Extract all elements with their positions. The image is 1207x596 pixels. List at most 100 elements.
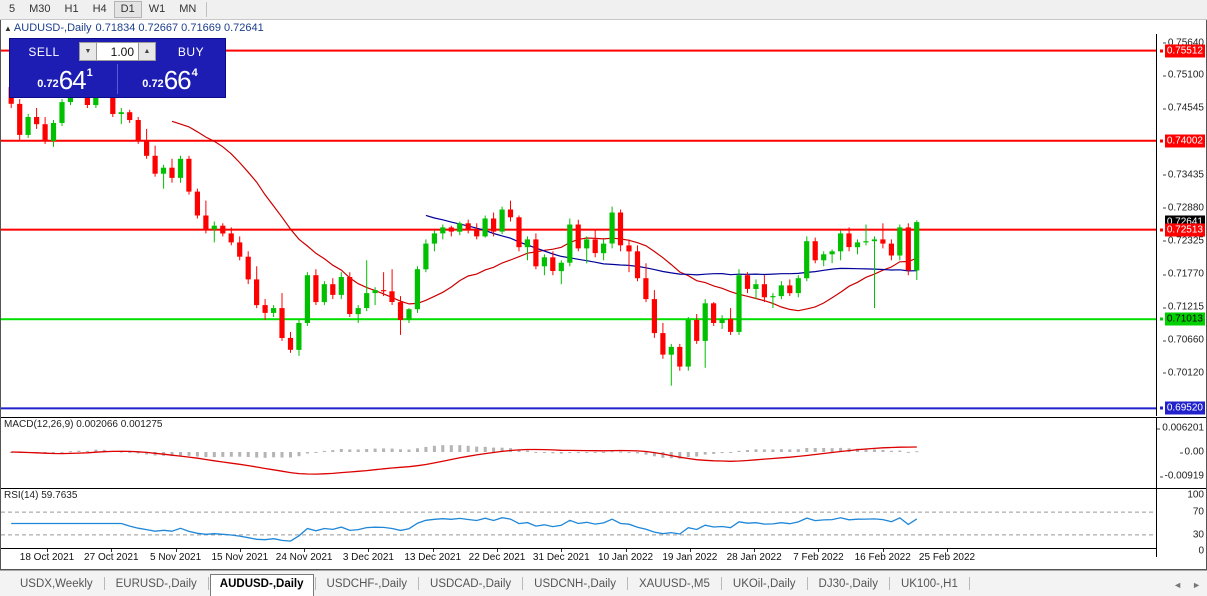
rsi-tick: 30 — [1192, 529, 1204, 541]
chart-tab-xauusd--m5[interactable]: XAUUSD-,M5 — [638, 578, 710, 590]
price-level-tag[interactable]: 0.74002 — [1158, 134, 1205, 148]
level-handle-icon[interactable] — [1158, 405, 1164, 411]
time-tick — [689, 549, 691, 552]
chart-tab-usdx-weekly[interactable]: USDX,Weekly — [20, 578, 93, 590]
price-level-tag[interactable]: 0.69520 — [1158, 401, 1205, 415]
time-label: 24 Nov 2021 — [275, 552, 333, 563]
time-tick — [304, 549, 306, 552]
chart-panes: 0.75640 0.75100 0.74545 0.73435 0.72880 0.723… — [1, 34, 1206, 557]
time-label: 15 Nov 2021 — [211, 552, 269, 563]
price-level-tag[interactable]: 0.72513 — [1158, 223, 1205, 237]
time-label: 5 Nov 2021 — [149, 552, 202, 563]
timeframe-5[interactable]: 5 — [9, 3, 16, 15]
chart-tab-ukoil--daily[interactable]: UKOil-,Daily — [732, 578, 796, 590]
volume-input[interactable]: 1.00 — [97, 42, 138, 61]
time-tick — [818, 549, 820, 552]
buy-button[interactable]: BUY — [177, 44, 205, 59]
chart-tab-usdchf--daily[interactable]: USDCHF-,Daily — [326, 578, 408, 590]
timeframe-H1[interactable]: H1 — [64, 3, 79, 15]
bid-price[interactable]: 0.72 64 1 — [13, 64, 118, 94]
tab-prev-icon[interactable]: ◄ — [1173, 580, 1183, 590]
one-click-trade-panel: SELL ▼ 1.00 ▲ BUY 0.72 64 1 0.72 66 4 — [9, 38, 226, 98]
collapse-icon[interactable]: ▲ — [4, 23, 12, 33]
time-tick — [754, 549, 756, 552]
time-label: 18 Oct 2021 — [19, 552, 75, 563]
time-tick — [497, 549, 498, 552]
ask-price-prefix: 0.72 — [142, 78, 164, 90]
macd-pane[interactable]: MACD(12,26,9) 0.002066 0.001275 — [1, 417, 1157, 488]
chart-title: ▲ AUDUSD-,Daily 0.71834 0.72667 0.71669 0.… — [4, 22, 264, 34]
rsi-axis: 100 70 30 0 — [1156, 488, 1206, 557]
time-tick — [239, 549, 241, 552]
time-label: 22 Dec 2021 — [468, 552, 526, 563]
tab-divider — [314, 577, 316, 590]
time-label: 28 Jan 2022 — [726, 552, 782, 563]
level-handle-icon[interactable] — [1158, 227, 1164, 233]
time-label: 25 Feb 2022 — [918, 552, 976, 563]
time-tick — [175, 549, 177, 552]
timeframe-H4[interactable]: H4 — [92, 3, 107, 15]
bid-price-main: 64 — [58, 65, 87, 95]
price-level-tag[interactable]: 0.71013 — [1158, 312, 1205, 326]
chart-tab-uk100--h1[interactable]: UK100-,H1 — [900, 578, 958, 590]
macd-tick: 0.006201 — [1157, 422, 1204, 434]
tab-divider — [968, 577, 970, 590]
timeframe-toolbar: 5 M30 H1 H4 D1 W1 MN — [0, 0, 1207, 20]
level-handle-icon[interactable] — [1158, 316, 1164, 322]
price-tick: 0.73435 — [1162, 169, 1204, 181]
tab-divider — [207, 577, 209, 590]
time-label: 7 Feb 2022 — [793, 552, 844, 563]
macd-axis: 0.006201 0.00 -0.00919 — [1156, 417, 1206, 488]
rsi-tick: 70 — [1192, 506, 1204, 518]
chart-tab-dj30--daily[interactable]: DJ30-,Daily — [818, 578, 878, 590]
price-tick: 0.72325 — [1162, 235, 1204, 247]
chart-tab-usdcad--daily[interactable]: USDCAD-,Daily — [430, 578, 512, 590]
tab-divider — [103, 577, 105, 590]
chart-tab-bar: USDX,Weekly EURUSD-,Daily AUDUSD-,Daily USD… — [0, 570, 1207, 596]
sell-button[interactable]: SELL — [28, 44, 60, 59]
price-tick: 0.70660 — [1162, 334, 1204, 346]
timeframe-W1[interactable]: W1 — [148, 3, 166, 15]
price-tick: 0.71770 — [1162, 268, 1204, 280]
volume-decrement-icon[interactable]: ▼ — [79, 42, 97, 61]
chart-tab-usdcnh--daily[interactable]: USDCNH-,Daily — [534, 578, 616, 590]
time-label: 10 Jan 2022 — [598, 552, 654, 563]
chart-tab-audusd--daily[interactable]: AUDUSD-,Daily — [209, 574, 314, 596]
rsi-pane[interactable]: RSI(14) 59.7635 — [1, 488, 1157, 557]
rsi-tick: 0 — [1198, 545, 1204, 557]
oct-price-row: 0.72 64 1 0.72 66 4 — [10, 64, 225, 97]
tab-nav: ◄ ► — [1173, 580, 1201, 590]
chart-ohlc-values: 0.71834 0.72667 0.71669 0.72641 — [95, 22, 264, 34]
time-label: 19 Jan 2022 — [662, 552, 718, 563]
ask-price[interactable]: 0.72 66 4 — [118, 64, 222, 94]
bid-price-fraction: 1 — [86, 67, 93, 79]
time-tick — [47, 549, 48, 552]
time-tick — [947, 549, 948, 552]
time-tick — [561, 549, 563, 552]
price-axis[interactable]: 0.75640 0.75100 0.74545 0.73435 0.72880 0.723… — [1156, 34, 1206, 416]
timeframe-M30[interactable]: M30 — [29, 3, 51, 15]
volume-increment-icon[interactable]: ▲ — [138, 42, 156, 61]
price-tick: 0.75100 — [1162, 69, 1204, 81]
price-tick: 0.72880 — [1162, 202, 1204, 214]
price-level-tag[interactable]: 0.75512 — [1158, 44, 1205, 58]
time-tick — [432, 549, 434, 552]
ask-price-fraction: 4 — [191, 67, 198, 79]
time-axis[interactable]: 18 Oct 2021 27 Oct 2021 5 Nov 2021 15 Nov 2… — [1, 548, 1157, 569]
chart-tab-eurusd--daily[interactable]: EURUSD-,Daily — [115, 578, 197, 590]
timeframe-MN[interactable]: MN — [179, 3, 197, 15]
timeframe-D1[interactable]: D1 — [113, 1, 142, 18]
time-label: 27 Oct 2021 — [84, 552, 139, 563]
price-tick: 0.71215 — [1162, 301, 1204, 313]
level-handle-icon[interactable] — [1158, 48, 1164, 54]
rsi-label: RSI(14) 59.7635 — [4, 490, 78, 501]
time-label: 13 Dec 2021 — [404, 552, 462, 563]
level-handle-icon[interactable] — [1158, 138, 1164, 144]
time-tick — [882, 549, 884, 552]
time-tick — [111, 549, 113, 552]
tab-next-icon[interactable]: ► — [1192, 580, 1201, 590]
tab-divider — [626, 577, 628, 590]
macd-tick: 0.00 — [1179, 446, 1204, 458]
chart-symbol-label: AUDUSD-,Daily — [13, 22, 92, 34]
